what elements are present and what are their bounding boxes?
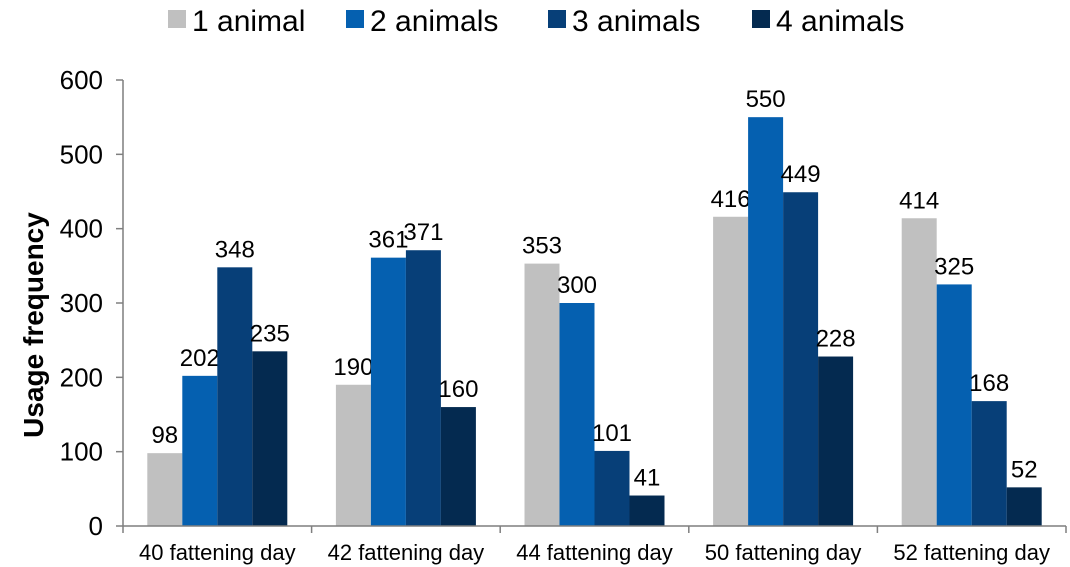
bar — [748, 117, 784, 527]
bar — [971, 401, 1007, 526]
plot-area: 98 190 353 416 414 202 361 300 550 325 348 371 101 44… — [147, 86, 1042, 527]
y-tick-label: 300 — [60, 288, 103, 318]
y-tick-label: 0 — [89, 511, 103, 541]
legend-entry: 4 animals — [776, 5, 904, 38]
legend-swatch — [752, 10, 770, 28]
data-label: 41 — [634, 465, 661, 492]
data-label: 228 — [816, 326, 856, 353]
y-tick-label: 200 — [60, 362, 103, 392]
bar — [440, 407, 476, 526]
data-label: 101 — [592, 420, 632, 447]
legend-entry: 2 animals — [370, 5, 498, 38]
legend-swatch — [346, 10, 364, 28]
y-tick-label: 400 — [60, 214, 103, 244]
legend-entry: 1 animal — [192, 5, 305, 38]
y-axis: 0 100 200 300 400 500 600 — [60, 65, 124, 541]
x-tick-label: 50 fattening day — [705, 540, 862, 565]
bar — [594, 450, 630, 526]
x-axis: 40 fattening day 42 fattening day 44 fatte… — [122, 525, 1067, 565]
bar — [524, 263, 560, 526]
x-tick-label: 40 fattening day — [139, 540, 296, 565]
legend-entry: 3 animals — [572, 5, 700, 38]
bar — [629, 495, 665, 526]
data-label: 98 — [151, 422, 178, 449]
data-label: 300 — [557, 272, 597, 299]
data-label: 168 — [969, 370, 1009, 397]
y-tick-label: 600 — [60, 65, 103, 95]
x-tick-label: 42 fattening day — [328, 540, 485, 565]
bar — [335, 384, 371, 526]
data-label: 414 — [899, 187, 939, 214]
bar — [252, 351, 288, 526]
data-label: 348 — [215, 236, 255, 263]
bar — [713, 216, 749, 527]
bar — [370, 257, 406, 526]
legend-swatch — [548, 10, 566, 28]
data-label: 52 — [1011, 456, 1038, 483]
bar — [147, 453, 183, 526]
data-label: 550 — [746, 86, 786, 113]
y-tick-label: 500 — [60, 139, 103, 169]
data-label: 202 — [180, 345, 220, 372]
bar — [217, 267, 253, 526]
data-label: 416 — [711, 186, 751, 213]
bar — [182, 375, 218, 526]
x-tick-label: 52 fattening day — [893, 540, 1050, 565]
legend: 1 animal 2 animals 3 animals 4 animals — [168, 5, 904, 38]
data-label: 449 — [781, 161, 821, 188]
data-label: 160 — [438, 376, 478, 403]
data-label: 190 — [333, 354, 373, 381]
bar — [559, 303, 595, 526]
bar — [783, 192, 819, 526]
data-label: 235 — [250, 320, 290, 347]
legend-swatch — [168, 10, 186, 28]
bar — [936, 284, 972, 526]
data-label: 371 — [403, 219, 443, 246]
bar — [405, 250, 441, 526]
bar — [818, 356, 854, 526]
bar — [901, 218, 937, 526]
y-tick-label: 100 — [60, 437, 103, 467]
bar — [1006, 487, 1042, 526]
data-label: 325 — [934, 253, 974, 280]
data-label: 361 — [368, 227, 408, 254]
data-label: 353 — [522, 233, 562, 260]
x-tick-label: 44 fattening day — [516, 540, 673, 565]
y-axis-title: Usage frequency — [18, 212, 49, 438]
